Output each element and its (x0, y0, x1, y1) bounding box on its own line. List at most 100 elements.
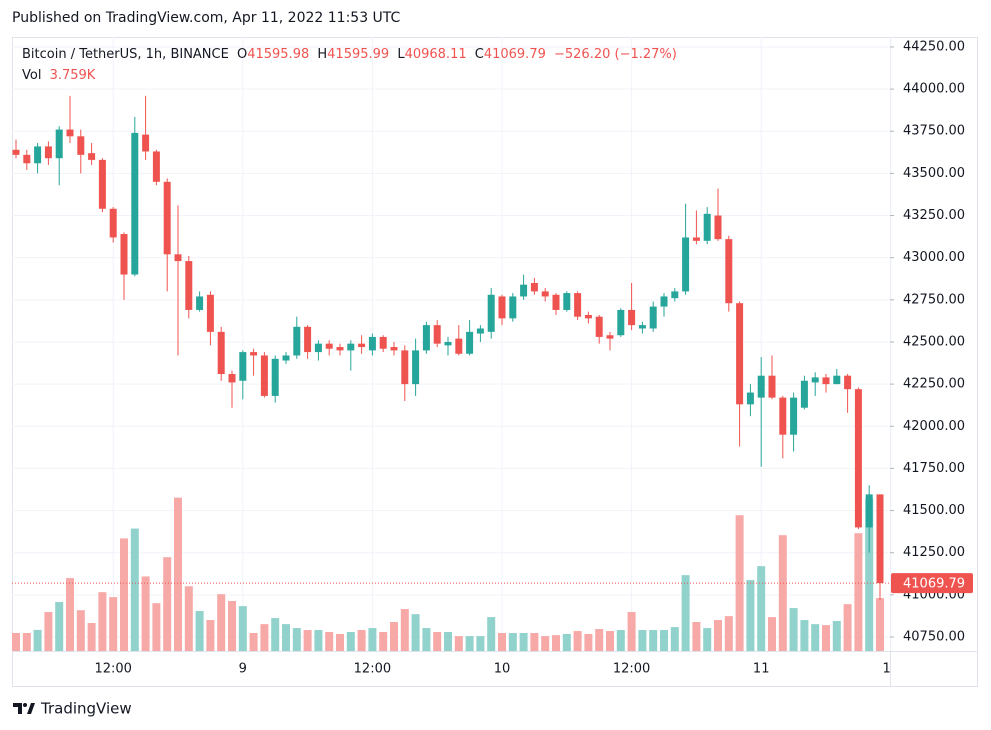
logo-mark (13, 703, 22, 714)
candle-body (390, 347, 398, 351)
candle-body (131, 132, 139, 275)
volume-bar (130, 528, 139, 651)
volume-bar (530, 632, 539, 651)
candle-body (617, 309, 625, 336)
candle-body (509, 296, 517, 319)
chart-frame (12, 37, 978, 687)
volume-bar (195, 611, 204, 651)
candle-body (574, 293, 582, 317)
volume-legend: Vol 3.759K (22, 68, 96, 83)
volume-bar (314, 630, 323, 651)
candle-body (692, 237, 700, 241)
candle-body (552, 294, 560, 310)
x-tick-label: 12:00 (94, 662, 131, 677)
candle-body (293, 326, 301, 356)
candle-body (142, 134, 150, 152)
volume-bar (476, 636, 485, 651)
candle-body (595, 316, 603, 337)
candle-body (12, 149, 20, 155)
candle-body (196, 296, 204, 310)
volume-bar (368, 628, 377, 651)
volume-bar (789, 608, 798, 651)
candle-body (703, 213, 711, 241)
candle-body (822, 377, 830, 385)
candle-body (638, 325, 646, 329)
candle-body (250, 352, 258, 356)
volume-bar (184, 586, 193, 651)
candle-body (358, 343, 366, 348)
candle-body (347, 343, 355, 351)
volume-bar (778, 535, 787, 651)
volume-bar (584, 633, 593, 651)
candle-body (282, 355, 290, 361)
candle-body (563, 293, 571, 310)
volume-bar (692, 622, 701, 651)
ohlc-label: C (475, 47, 484, 62)
volume-value: 3.759K (50, 68, 96, 83)
volume-bar (519, 632, 528, 651)
volume-bar (606, 631, 614, 651)
volume-bar (487, 617, 496, 651)
candle-body (682, 237, 690, 292)
volume-bar (681, 575, 690, 651)
logo-slash (27, 703, 35, 714)
volume-bar (541, 636, 550, 651)
y-tick-label: 44000.00 (903, 82, 965, 97)
candle-body (790, 397, 798, 435)
volume-bar (573, 631, 582, 651)
candle-body (466, 331, 474, 354)
volume-bar (498, 632, 506, 651)
y-tick-label: 44250.00 (903, 39, 965, 54)
volume-bar (44, 612, 53, 651)
candle-body (628, 309, 636, 326)
volume-bar (595, 629, 604, 651)
volume-bar (66, 578, 74, 651)
volume-bar (865, 498, 874, 651)
y-tick-label: 41250.00 (903, 545, 965, 560)
volume-bar (422, 628, 431, 651)
y-tick-label: 42500.00 (903, 334, 965, 349)
candle-body (217, 331, 225, 375)
candle-body (260, 355, 268, 396)
candles (12, 95, 884, 601)
volume-bar (163, 557, 172, 651)
x-tick-label: 9 (239, 662, 247, 677)
candle-body (530, 282, 538, 292)
axes: 44250.00 44000.00 43750.00 43500.00 43250.00… (12, 39, 973, 677)
last-price-tag (891, 573, 973, 594)
candle-body (779, 397, 787, 435)
y-tick-label: 43250.00 (903, 208, 965, 223)
ohlc-label: H (317, 47, 327, 62)
candle-body (606, 335, 614, 339)
logo-dot (23, 703, 27, 707)
candle-body (185, 261, 193, 310)
candle-body (120, 234, 128, 275)
candle-body (174, 254, 182, 262)
candle-body (844, 375, 852, 390)
candle-body (336, 347, 344, 351)
volume-bar (336, 633, 344, 651)
candle-body (800, 380, 808, 408)
volume-bar (735, 515, 744, 651)
candle-body (768, 375, 776, 398)
volume-bar (433, 632, 442, 651)
candle-body (833, 375, 841, 385)
candle-body (77, 136, 85, 155)
volume-bar (714, 620, 722, 651)
candle-body (34, 146, 42, 164)
ohlc-value: 41069.79 (484, 47, 546, 62)
candle-body (271, 358, 279, 396)
volume-bar (832, 621, 841, 651)
volume-bar (465, 636, 474, 651)
volume-bar (703, 628, 712, 651)
volume-bar (552, 635, 560, 651)
y-tick-label: 42000.00 (903, 419, 965, 434)
volume-bar (670, 627, 679, 651)
volume-bar (141, 576, 150, 651)
ohlc-label: O (237, 47, 247, 62)
volume-bar (800, 620, 809, 651)
volume-bar (174, 497, 182, 651)
candle-body (757, 375, 765, 398)
volume-bar (217, 594, 226, 651)
volume-bar (768, 617, 776, 651)
